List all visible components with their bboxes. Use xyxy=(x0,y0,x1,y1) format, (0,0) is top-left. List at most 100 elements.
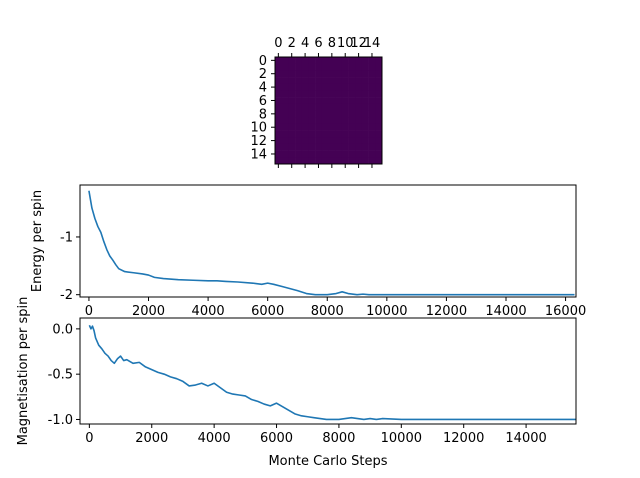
heatmap-cell xyxy=(288,70,296,78)
heatmap-cell xyxy=(308,70,316,78)
heatmap-cell xyxy=(375,130,383,138)
heatmap-cell xyxy=(315,117,323,125)
heatmap-cell xyxy=(355,90,363,98)
heatmap-cell xyxy=(275,97,282,105)
heatmap-cell xyxy=(335,70,343,78)
heatmap-cell xyxy=(375,70,383,78)
heatmap-cell xyxy=(281,137,289,145)
heatmap-cell xyxy=(275,150,282,158)
heatmap-cell xyxy=(301,123,309,131)
heatmap-cell xyxy=(315,103,323,111)
heatmap-cell xyxy=(315,110,323,118)
axes-frame xyxy=(79,184,577,298)
series-line xyxy=(88,190,575,296)
heatmap-cell xyxy=(295,110,303,118)
heatmap-cell xyxy=(361,137,369,145)
heatmap-cell xyxy=(321,63,329,71)
heatmap-y-tick-label: 8 xyxy=(259,107,267,122)
heatmap-cell xyxy=(308,130,316,138)
heatmap-cell xyxy=(328,123,336,131)
heatmap-cell xyxy=(301,77,309,85)
heatmap-y-tick-label: 14 xyxy=(250,147,267,162)
heatmap-cell xyxy=(361,83,369,91)
heatmap-cell xyxy=(335,90,343,98)
heatmap-cell xyxy=(275,57,282,64)
heatmap-cell xyxy=(301,137,309,145)
x-tick-label: 14000 xyxy=(505,431,546,446)
heatmap-cell xyxy=(375,97,383,105)
heatmap-cell xyxy=(328,143,336,151)
heatmap-cell xyxy=(275,70,282,78)
heatmap-cell xyxy=(361,70,369,78)
heatmap-cell xyxy=(321,150,329,158)
heatmap-cell xyxy=(275,90,282,98)
heatmap-cell xyxy=(321,70,329,78)
heatmap-cell xyxy=(348,157,356,165)
heatmap-cell xyxy=(361,150,369,158)
heatmap-cell xyxy=(328,157,336,165)
heatmap-y-tick-label: 2 xyxy=(259,67,267,82)
heatmap-cell xyxy=(321,57,329,64)
heatmap-cell xyxy=(361,90,369,98)
heatmap-cell xyxy=(375,123,383,131)
x-tick-label: 12000 xyxy=(426,304,467,319)
heatmap-cell xyxy=(301,103,309,111)
heatmap-cell xyxy=(308,123,316,131)
heatmap-cell xyxy=(295,70,303,78)
heatmap-cell xyxy=(288,103,296,111)
heatmap-cell xyxy=(288,130,296,138)
heatmap-cell xyxy=(281,143,289,151)
heatmap-cell xyxy=(275,137,282,145)
heatmap-cell xyxy=(355,97,363,105)
heatmap-cell xyxy=(301,70,309,78)
heatmap-cell xyxy=(328,103,336,111)
heatmap-cell xyxy=(321,143,329,151)
heatmap-cell xyxy=(301,57,309,64)
heatmap-cell xyxy=(355,123,363,131)
x-tick-label: 6000 xyxy=(251,304,284,319)
heatmap-cell xyxy=(301,63,309,71)
heatmap-cell xyxy=(348,70,356,78)
heatmap-cell xyxy=(375,57,383,64)
heatmap-cell xyxy=(355,77,363,85)
heatmap-cell xyxy=(368,117,376,125)
heatmap-cell xyxy=(368,90,376,98)
heatmap-cell xyxy=(308,117,316,125)
heatmap-cell xyxy=(335,137,343,145)
heatmap-cell xyxy=(281,63,289,71)
heatmap-cell xyxy=(288,57,296,64)
heatmap-cell xyxy=(348,150,356,158)
heatmap-cell xyxy=(341,77,349,85)
heatmap-cell xyxy=(281,97,289,105)
heatmap-cell xyxy=(281,83,289,91)
heatmap-cell xyxy=(275,157,282,165)
heatmap-cell xyxy=(328,90,336,98)
heatmap-cell xyxy=(288,83,296,91)
heatmap-cell xyxy=(375,110,383,118)
heatmap-cell xyxy=(315,57,323,64)
x-tick-label: 8000 xyxy=(322,431,355,446)
heatmap-cell xyxy=(361,123,369,131)
heatmap-cell xyxy=(275,143,282,151)
heatmap-cell xyxy=(301,130,309,138)
heatmap-cell xyxy=(361,117,369,125)
heatmap-cell xyxy=(328,83,336,91)
heatmap-cell xyxy=(281,123,289,131)
heatmap-cell xyxy=(355,63,363,71)
heatmap-x-tick-label: 8 xyxy=(328,36,336,51)
heatmap-cell xyxy=(315,150,323,158)
y-tick-label: -2 xyxy=(60,288,73,303)
heatmap-cell xyxy=(328,57,336,64)
heatmap-cell xyxy=(301,117,309,125)
heatmap-cell xyxy=(308,137,316,145)
y-tick-label: -1.0 xyxy=(48,413,73,428)
heatmap-y-tick-label: 12 xyxy=(250,134,267,149)
heatmap-cell xyxy=(368,150,376,158)
heatmap-cell xyxy=(348,83,356,91)
heatmap-cell xyxy=(288,117,296,125)
heatmap-cell xyxy=(361,157,369,165)
heatmap-cell xyxy=(295,97,303,105)
heatmap-cell xyxy=(348,143,356,151)
heatmap-cell xyxy=(335,57,343,64)
